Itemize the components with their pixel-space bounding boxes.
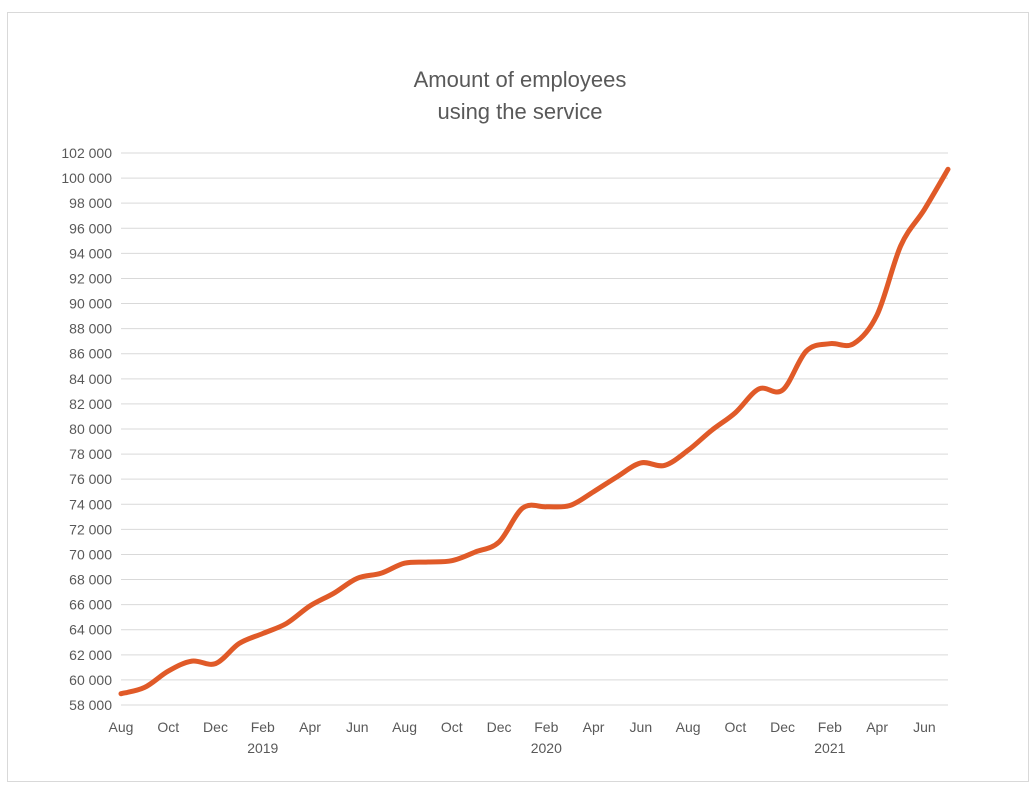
- x-year-label: 2021: [814, 740, 845, 756]
- y-tick-label: 66 000: [69, 597, 112, 613]
- x-tick-label: Feb: [534, 719, 558, 735]
- x-tick-label: Oct: [157, 719, 179, 735]
- y-tick-label: 84 000: [69, 371, 112, 387]
- y-tick-label: 78 000: [69, 446, 112, 462]
- y-tick-label: 98 000: [69, 195, 112, 211]
- x-tick-label: Jun: [630, 719, 653, 735]
- y-tick-label: 96 000: [69, 220, 112, 236]
- x-tick-label: Jun: [913, 719, 936, 735]
- y-tick-label: 68 000: [69, 572, 112, 588]
- x-tick-label: Apr: [299, 719, 321, 735]
- y-tick-label: 72 000: [69, 521, 112, 537]
- y-tick-label: 86 000: [69, 346, 112, 362]
- series-line-employees: [118, 166, 951, 697]
- y-tick-label: 60 000: [69, 672, 112, 688]
- x-tick-label: Jun: [346, 719, 369, 735]
- x-tick-label: Aug: [392, 719, 417, 735]
- x-tick-label: Dec: [487, 719, 512, 735]
- x-tick-label: Apr: [866, 719, 888, 735]
- x-tick-label: Dec: [203, 719, 228, 735]
- x-tick-label: Oct: [724, 719, 746, 735]
- x-year-label: 2019: [247, 740, 278, 756]
- chart-title-line-2: using the service: [437, 99, 602, 124]
- y-tick-label: 62 000: [69, 647, 112, 663]
- x-tick-label: Oct: [441, 719, 463, 735]
- x-year-label: 2020: [531, 740, 562, 756]
- y-tick-label: 70 000: [69, 546, 112, 562]
- y-tick-label: 90 000: [69, 296, 112, 312]
- y-tick-label: 80 000: [69, 421, 112, 437]
- x-tick-label: Feb: [251, 719, 275, 735]
- x-axis: Aug Oct Dec Feb Apr Jun Aug Oct Dec Feb Apr Jun Aug O…: [109, 719, 936, 756]
- y-axis: 58 000 60 000 62 000 64 000 66 000 68 000 70 0…: [61, 145, 112, 713]
- chart-title-line-1: Amount of employees: [414, 67, 627, 92]
- y-tick-label: 94 000: [69, 245, 112, 261]
- x-tick-label: Feb: [818, 719, 842, 735]
- y-tick-label: 100 000: [61, 170, 112, 186]
- y-tick-label: 58 000: [69, 697, 112, 713]
- chart-frame: Amount of employees using the service 58…: [7, 12, 1029, 782]
- x-tick-label: Aug: [109, 719, 134, 735]
- y-tick-label: 76 000: [69, 471, 112, 487]
- y-tick-label: 64 000: [69, 622, 112, 638]
- series-layer: [118, 166, 951, 697]
- x-tick-label: Aug: [676, 719, 701, 735]
- line-chart: Amount of employees using the service 58…: [61, 67, 951, 756]
- x-tick-label: Apr: [583, 719, 605, 735]
- y-tick-label: 74 000: [69, 496, 112, 512]
- y-tick-label: 92 000: [69, 270, 112, 286]
- gridlines: [121, 152, 948, 706]
- x-tick-label: Dec: [770, 719, 795, 735]
- y-tick-label: 88 000: [69, 321, 112, 337]
- y-tick-label: 102 000: [61, 145, 112, 161]
- y-tick-label: 82 000: [69, 396, 112, 412]
